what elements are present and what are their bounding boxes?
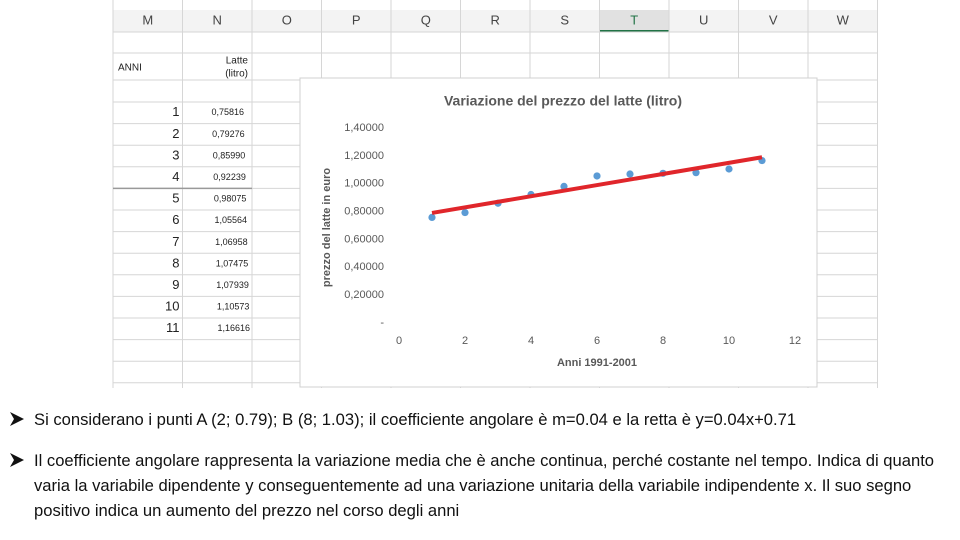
cell-year: 4 (172, 169, 179, 184)
x-tick-label: 10 (723, 335, 735, 347)
y-tick-label: 1,00000 (344, 178, 384, 190)
bullet-text: Il coefficiente angolare rappresenta la … (34, 451, 935, 520)
x-tick-label: 2 (462, 335, 468, 347)
x-tick-label: 6 (594, 335, 600, 347)
column-header: W (837, 12, 850, 27)
bullet-text: Si considerano i punti A (2; 0.79); B (8… (34, 410, 797, 429)
point (461, 208, 469, 217)
point (725, 165, 733, 173)
point (692, 169, 700, 177)
header-anni: ANNI (118, 63, 142, 74)
chart-area (299, 77, 818, 388)
cell-price: 1,07475 (216, 258, 249, 268)
y-tick-label: 1,20000 (344, 150, 384, 162)
x-tick-label: 4 (528, 335, 534, 347)
chart-title: Variazione del prezzo del latte (litro) (444, 93, 682, 109)
point (428, 213, 436, 221)
y-tick-label: 0,80000 (344, 205, 384, 217)
y-axis-title: prezzo del latte in euro (321, 168, 333, 287)
cell-price: 0,92239 (213, 172, 246, 182)
cell-price: 1,16616 (218, 323, 251, 333)
cell-price: 0,79276 (212, 129, 245, 139)
cell-year: 9 (172, 277, 179, 292)
cell-price: 0,75816 (212, 107, 245, 117)
cell-year: 11 (166, 320, 180, 335)
x-tick-label: 8 (660, 335, 666, 347)
y-tick-label: 0,40000 (344, 261, 384, 273)
column-header: P (352, 12, 361, 27)
cell-price: 1,05564 (215, 215, 248, 225)
cell-price: 1,06958 (215, 237, 248, 247)
column-header: U (699, 12, 708, 27)
selected-header (599, 10, 669, 32)
point (560, 182, 568, 190)
header-latte: (litro) (225, 69, 248, 80)
column-header: M (142, 12, 153, 27)
x-tick-label: 12 (789, 335, 801, 347)
cell-price: 0,98075 (214, 194, 247, 204)
point (626, 170, 634, 178)
cell-year: 10 (165, 299, 179, 314)
y-tick-label: 0,60000 (344, 233, 384, 245)
bullet-arrow (10, 453, 24, 467)
cell-price: 1,07939 (216, 280, 249, 290)
trendline (431, 155, 763, 215)
column-header: O (282, 12, 292, 27)
column-header: Q (421, 12, 431, 27)
column-header: S (560, 12, 569, 27)
cell-year: 7 (172, 234, 179, 249)
point (593, 172, 601, 180)
cell-year: 2 (172, 126, 179, 141)
header-latte: Latte (226, 56, 249, 67)
x-axis-title: Anni 1991-2001 (557, 357, 637, 369)
column-header: V (769, 12, 778, 27)
spreadsheet: M N O P Q R S T U V W ANNI Latte (litro) 1 0,75816 2 0,79… (112, 0, 878, 388)
y-tick-label: 1,40000 (344, 122, 384, 134)
y-tick-label: 0,20000 (344, 289, 384, 301)
cell-year: 6 (172, 212, 179, 227)
column-header: R (491, 12, 500, 27)
cell-price: 0,85990 (213, 150, 246, 160)
column-header: T (630, 12, 638, 27)
column-header: N (213, 12, 222, 27)
y-tick-label: - (380, 317, 384, 329)
cell-year: 8 (172, 255, 179, 270)
x-tick-label: 0 (396, 335, 402, 347)
cell-year: 5 (172, 191, 179, 206)
cell-year: 3 (172, 147, 179, 162)
cell-year: 1 (172, 104, 179, 119)
cell-price: 1,10573 (217, 302, 250, 312)
sheet-header-bg (113, 10, 878, 32)
bullet-arrow (10, 412, 24, 426)
